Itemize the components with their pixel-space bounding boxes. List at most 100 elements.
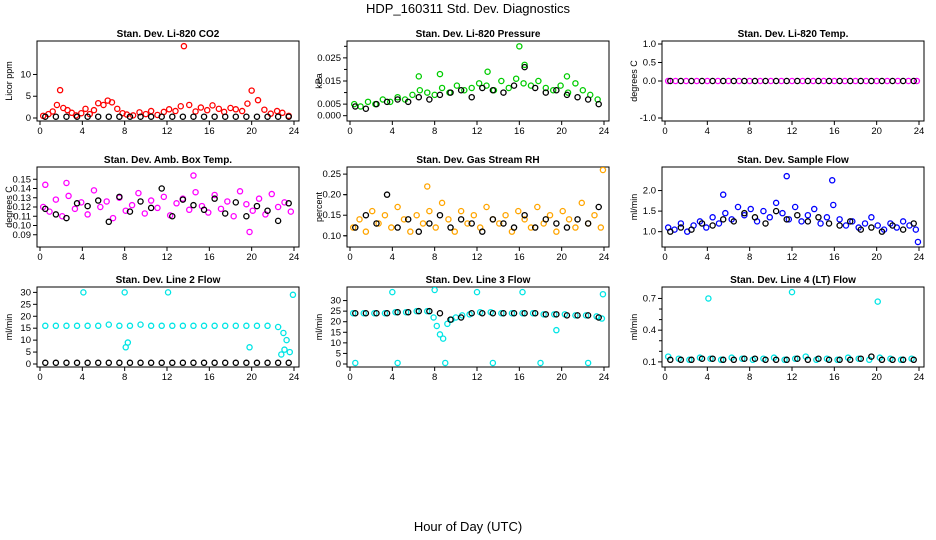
baseline-point xyxy=(815,214,822,221)
data-point xyxy=(722,209,729,217)
baseline-point xyxy=(362,211,370,219)
baseline-point xyxy=(274,359,282,367)
y-tick-label: 0 xyxy=(336,359,341,370)
baseline-point xyxy=(857,226,865,233)
data-point xyxy=(392,308,399,316)
data-point xyxy=(495,220,503,227)
data-point xyxy=(172,107,179,115)
data-point xyxy=(103,198,110,205)
baseline-point xyxy=(772,207,780,215)
data-point xyxy=(274,323,282,331)
baseline-point xyxy=(794,211,801,219)
x-tick-label: 16 xyxy=(514,372,525,383)
data-point xyxy=(707,355,714,362)
x-tick-label: 8 xyxy=(432,372,437,383)
baseline-point xyxy=(179,113,187,120)
data-point xyxy=(705,295,712,302)
plot-area xyxy=(349,287,607,367)
data-point xyxy=(897,356,905,364)
baseline-point xyxy=(42,359,49,367)
data-point xyxy=(246,228,253,236)
baseline-point xyxy=(274,217,282,225)
y-tick-label: 0.0 xyxy=(643,76,656,87)
baseline-point xyxy=(563,312,571,319)
data-point xyxy=(557,82,564,89)
baseline-point xyxy=(285,200,292,207)
panel-2: Stan. Dev. Li-820 Pressure kPa 0 4 8 12 16 20 24… xyxy=(314,29,610,137)
data-point xyxy=(519,310,526,317)
plot-area xyxy=(350,43,602,113)
data-point xyxy=(746,77,753,85)
baseline-point xyxy=(84,113,91,120)
baseline-point xyxy=(868,353,875,360)
baseline-point xyxy=(677,77,685,85)
baseline-point xyxy=(479,84,486,92)
baseline-point xyxy=(500,89,507,96)
y-axis-label: degrees C xyxy=(629,60,639,102)
data-point xyxy=(185,101,193,109)
baseline-point xyxy=(783,356,790,364)
data-point xyxy=(190,172,197,179)
baseline-point xyxy=(899,356,907,364)
x-tick-label: 20 xyxy=(556,372,567,383)
baseline-point xyxy=(688,356,695,364)
data-point xyxy=(461,87,468,94)
data-point xyxy=(244,100,251,107)
panel-1: Stan. Dev. Li-820 CO2 Licor ppm 0 4 8 12 16 20 2… xyxy=(4,29,300,137)
data-point xyxy=(894,77,902,85)
data-point xyxy=(791,355,799,362)
data-point xyxy=(682,77,690,85)
y-tick-label: 5 xyxy=(26,347,31,358)
y-tick-label: 10 xyxy=(20,69,31,80)
y-tick-label: 0.1 xyxy=(643,357,656,368)
baseline-point xyxy=(846,77,854,85)
data-point xyxy=(267,110,274,117)
y-tick-label: 30 xyxy=(20,287,31,298)
data-point xyxy=(409,91,416,99)
x-tick-label: 0 xyxy=(37,372,42,383)
x-tick-label: 16 xyxy=(514,252,525,263)
data-point xyxy=(549,87,557,94)
data-point xyxy=(200,322,208,330)
data-point xyxy=(394,203,401,211)
baseline-point xyxy=(709,355,716,362)
baseline-point xyxy=(232,199,240,206)
baseline-point xyxy=(751,214,759,221)
data-point xyxy=(516,43,523,50)
baseline-point xyxy=(910,77,917,85)
data-point xyxy=(243,200,250,208)
data-point xyxy=(502,211,509,219)
data-point xyxy=(686,356,693,364)
y-tick-label: 0.7 xyxy=(643,293,656,304)
data-point xyxy=(169,322,176,330)
baseline-point xyxy=(688,77,695,85)
data-point xyxy=(719,191,727,198)
panel-frame xyxy=(661,286,925,368)
data-point xyxy=(553,228,560,235)
y-tick-label: 0.10 xyxy=(13,221,32,232)
baseline-point xyxy=(772,356,780,364)
baseline-point xyxy=(667,356,674,364)
x-tick-label: 8 xyxy=(747,126,752,137)
data-point xyxy=(105,321,113,328)
data-point xyxy=(779,209,786,217)
x-tick-label: 20 xyxy=(246,372,257,383)
plot-area xyxy=(39,42,292,120)
baseline-point xyxy=(169,212,176,220)
baseline-point xyxy=(105,113,113,120)
baseline-point xyxy=(698,77,706,85)
data-point xyxy=(419,220,427,227)
baseline-point xyxy=(221,210,229,217)
data-point xyxy=(279,109,286,117)
data-point xyxy=(861,220,869,227)
data-point xyxy=(190,322,197,330)
data-point xyxy=(238,107,246,115)
x-tick-label: 0 xyxy=(37,126,42,137)
x-tick-label: 4 xyxy=(705,372,710,383)
x-tick-label: 24 xyxy=(914,372,925,383)
data-point xyxy=(424,183,431,190)
baseline-point xyxy=(447,224,454,231)
data-point xyxy=(453,82,461,89)
baseline-point xyxy=(63,359,70,367)
